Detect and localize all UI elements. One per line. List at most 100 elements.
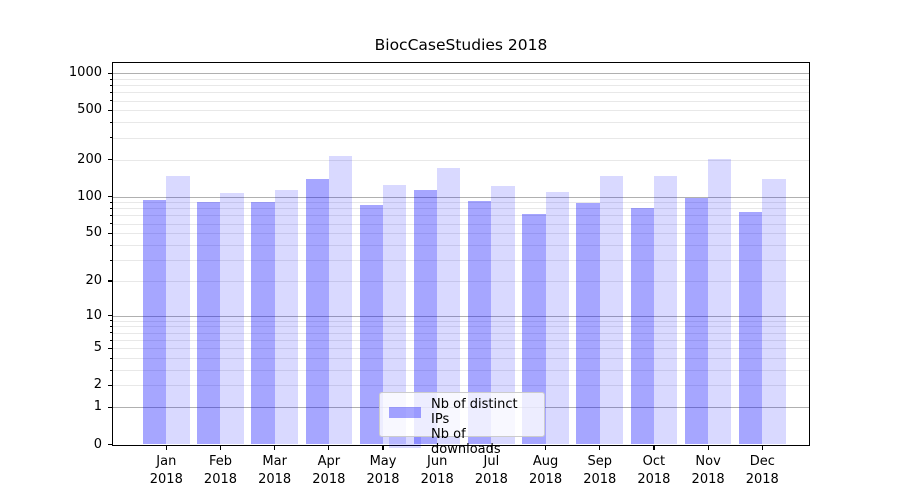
bar-distinct-ips-jun (413, 189, 438, 445)
y-tick-label: 0 (93, 436, 102, 452)
y-minor-tick (109, 369, 112, 371)
y-tick-label: 500 (77, 102, 102, 118)
x-tick-label-mar: Mar 2018 (258, 453, 292, 487)
bar-distinct-ips-jul (468, 200, 492, 445)
y-minor-tick (109, 326, 112, 327)
x-tick (274, 445, 276, 450)
y-minor-tick (109, 244, 112, 246)
x-tick (599, 445, 601, 450)
y-minor-tick (109, 201, 112, 203)
y-tick (107, 280, 112, 282)
minor-gridline (112, 280, 810, 282)
legend: Nb of distinct IPs Nb of downloads (379, 392, 545, 457)
y-tick (107, 196, 112, 198)
minor-gridline (112, 244, 810, 246)
x-tick-label-feb: Feb 2018 (203, 453, 238, 487)
x-tick (761, 445, 763, 450)
y-tick-label: 20 (85, 272, 102, 288)
bar-distinct-ips-feb (197, 201, 221, 445)
y-minor-tick (109, 332, 112, 334)
x-tick-label-aug: Aug 2018 (529, 453, 563, 487)
x-tick (707, 445, 709, 450)
legend-swatch-downloads (389, 436, 421, 448)
bar-downloads-jul (491, 185, 515, 445)
minor-gridline (112, 348, 810, 350)
minor-gridline (112, 332, 810, 334)
y-tick (107, 109, 112, 112)
minor-gridline (112, 137, 810, 139)
y-tick-label: 50 (85, 225, 102, 241)
bar-downloads-mar (274, 189, 298, 445)
minor-gridline (112, 339, 810, 341)
minor-gridline (112, 320, 810, 322)
x-tick-label-sep: Sep 2018 (583, 453, 617, 487)
y-minor-tick (109, 122, 112, 123)
legend-swatch-distinct-ips (389, 406, 421, 418)
y-minor-tick (109, 339, 112, 341)
bar-distinct-ips-jan (143, 200, 167, 445)
major-gridline (112, 196, 810, 198)
y-tick (107, 72, 112, 74)
minor-gridline (112, 208, 810, 210)
bar-distinct-ips-aug (522, 213, 546, 445)
y-minor-tick (109, 259, 112, 261)
bar-distinct-ips-oct (630, 207, 654, 445)
y-minor-tick (109, 137, 112, 139)
bar-downloads-sep (599, 175, 624, 445)
chart-title: BiocCaseStudies 2018 (374, 36, 548, 54)
x-tick (436, 445, 438, 450)
y-tick-label: 5 (93, 340, 102, 356)
x-tick-label-jul: Jul 2018 (474, 453, 508, 487)
minor-gridline (112, 202, 810, 204)
x-tick-label-dec: Dec 2018 (745, 453, 779, 487)
minor-gridline (112, 100, 810, 102)
x-tick-label-apr: Apr 2018 (312, 453, 346, 487)
y-tick (107, 444, 112, 446)
x-tick (544, 445, 547, 450)
minor-gridline (112, 92, 810, 94)
bar-downloads-aug (545, 192, 569, 445)
legend-item-downloads: Nb of downloads (389, 427, 535, 457)
y-minor-tick (109, 78, 112, 80)
y-tick-label: 200 (77, 151, 102, 167)
x-tick-label-jun: Jun 2018 (420, 453, 454, 487)
bar-downloads-nov (708, 159, 732, 445)
plot-frame (112, 62, 810, 446)
y-tick (107, 232, 112, 234)
x-tick-label-oct: Oct 2018 (637, 453, 671, 487)
x-tick (382, 445, 384, 450)
bar-downloads-oct (653, 176, 678, 445)
x-tick (653, 445, 655, 450)
x-tick (219, 445, 222, 450)
x-tick-label-may: May 2018 (366, 453, 400, 487)
bar-downloads-feb (220, 192, 244, 445)
bar-distinct-ips-mar (251, 201, 275, 445)
minor-gridline (112, 223, 810, 225)
y-tick (107, 406, 112, 408)
bar-downloads-dec (762, 178, 786, 445)
minor-gridline (112, 259, 810, 261)
bar-distinct-ips-nov (684, 198, 709, 445)
legend-label-downloads: Nb of downloads (431, 427, 501, 457)
y-minor-tick (109, 320, 112, 322)
minor-gridline (112, 110, 810, 112)
y-tick-label: 1 (93, 399, 102, 415)
bar-distinct-ips-sep (576, 203, 600, 445)
y-tick-label: 10 (85, 307, 102, 323)
y-minor-tick (109, 215, 112, 216)
bar-downloads-jan (166, 175, 190, 445)
x-tick (490, 445, 492, 450)
minor-gridline (112, 326, 810, 328)
y-tick-label: 1000 (68, 65, 102, 81)
y-tick-label: 2 (93, 377, 102, 393)
y-minor-tick (109, 223, 112, 225)
major-gridline (112, 315, 810, 317)
y-minor-tick (109, 207, 112, 209)
y-minor-tick (109, 357, 112, 359)
minor-gridline (112, 122, 810, 124)
y-minor-tick (109, 84, 112, 86)
y-tick (107, 347, 112, 349)
minor-gridline (112, 233, 810, 235)
y-tick (107, 159, 112, 161)
legend-label-distinct-ips: Nb of distinct IPs (431, 397, 518, 427)
